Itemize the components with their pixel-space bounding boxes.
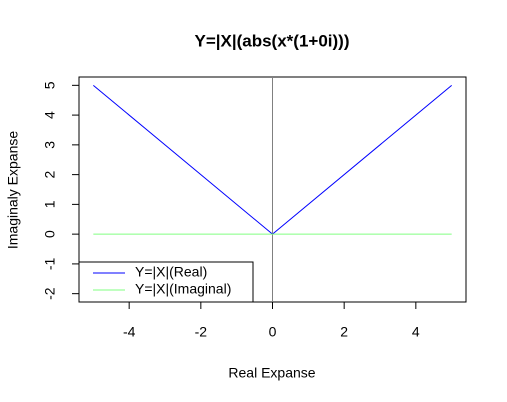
x-tick-label: 0 — [269, 324, 277, 340]
y-axis-label: Imaginaly Expanse — [5, 131, 21, 250]
x-tick-label: -2 — [195, 324, 208, 340]
y-tick-label: 4 — [42, 111, 58, 119]
y-tick-label: 2 — [42, 171, 58, 179]
x-tick-label: 4 — [412, 324, 420, 340]
y-tick-label: -1 — [42, 257, 58, 270]
y-tick-label: 1 — [42, 200, 58, 208]
legend-label: Y=|X|(Real) — [135, 264, 207, 280]
x-tick-label: -4 — [123, 324, 136, 340]
y-tick-label: 0 — [42, 230, 58, 238]
y-tick-label: -2 — [42, 287, 58, 300]
x-tick-label: 2 — [340, 324, 348, 340]
chart-title: Y=|X|(abs(x*(1+0i))) — [194, 31, 349, 50]
y-tick-label: 3 — [42, 141, 58, 149]
legend-box — [78, 261, 254, 303]
y-tick-label: 5 — [42, 81, 58, 89]
x-axis-label: Real Expanse — [228, 365, 315, 381]
legend-label: Y=|X|(Imaginal) — [135, 281, 231, 297]
